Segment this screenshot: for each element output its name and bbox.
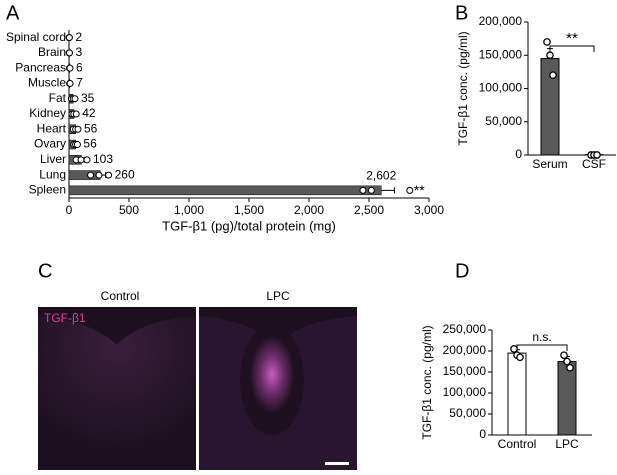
category-label: Pancreas: [15, 60, 66, 74]
data-point: [549, 71, 557, 80]
category-label: Spinal cord: [6, 30, 66, 44]
value-label: 2,602: [366, 169, 396, 183]
y-tick-label: 0: [515, 147, 522, 161]
x-tick-label: 3,000: [414, 203, 444, 217]
category-label: Brain: [38, 45, 66, 59]
panel-letter: C: [38, 260, 52, 282]
image-label: Control: [101, 289, 140, 303]
x-tick-label: 0: [66, 203, 73, 217]
y-tick-label: 0: [479, 427, 486, 441]
value-label: 42: [82, 106, 96, 120]
annotation: **: [566, 30, 578, 47]
data-point: [516, 353, 524, 362]
x-tick-label: CSF: [582, 157, 606, 171]
y-axis-label: TGF-β1 conc. (pg/ml): [420, 325, 434, 439]
category-label: Spleen: [29, 183, 66, 197]
x-tick-label: Control: [498, 437, 537, 451]
bar: [557, 361, 577, 436]
y-tick-label: 100,000: [443, 385, 487, 399]
significance-bracket: [549, 45, 595, 52]
annotation: n.s.: [532, 330, 551, 344]
panel-letter: D: [455, 260, 469, 282]
tissue: [38, 316, 196, 470]
category-label: Liver: [40, 152, 66, 166]
category-label: Kidney: [29, 106, 66, 120]
data-point: [65, 34, 73, 42]
data-point: [543, 38, 551, 46]
x-tick-label: 500: [119, 203, 139, 217]
x-axis-label: TGF-β1 (pg)/total protein (mg): [162, 218, 336, 233]
data-point: [71, 95, 79, 103]
data-point: [87, 171, 95, 179]
x-tick-label: 1,500: [234, 203, 264, 217]
data-point: [546, 51, 554, 60]
category-label: Muscle: [28, 76, 66, 90]
value-label: 56: [84, 121, 98, 135]
data-point: [560, 351, 568, 360]
y-axis-label: TGF-β1 conc. (pg/ml): [456, 31, 470, 145]
y-tick-label: 200,000: [443, 343, 487, 357]
x-tick-label: 2,500: [354, 203, 384, 217]
panel-letter: B: [455, 2, 468, 24]
data-point: [66, 79, 74, 87]
data-point: [74, 125, 82, 133]
data-point: [406, 186, 414, 194]
bar: [68, 185, 382, 196]
data-point: [66, 64, 74, 72]
data-point: [367, 186, 375, 194]
x-tick-label: 2,000: [294, 203, 324, 217]
stain-label: TGF-β1: [44, 311, 86, 325]
category-label: Heart: [37, 121, 67, 135]
data-point: [105, 171, 113, 179]
image-label: LPC: [266, 289, 290, 303]
y-tick-label: 150,000: [479, 47, 523, 61]
x-tick-label: Serum: [532, 157, 567, 171]
category-label: Ovary: [34, 137, 66, 151]
y-tick-label: 50,000: [485, 114, 522, 128]
micrographs: Control LPC TGF-β1: [38, 289, 357, 470]
x-tick-label: LPC: [555, 437, 579, 451]
data-point: [72, 110, 80, 118]
bar: [507, 352, 527, 436]
y-tick-label: 50,000: [449, 406, 486, 420]
data-point: [563, 357, 571, 366]
panel-letter: A: [6, 2, 20, 24]
category-label: Fat: [49, 91, 67, 105]
data-point: [593, 151, 601, 159]
value-label: 103: [93, 152, 113, 166]
data-point: [510, 345, 518, 353]
significance-bracket: [516, 344, 568, 351]
category-label: Lung: [39, 167, 66, 181]
y-tick-label: 250,000: [443, 322, 487, 336]
data-point: [359, 186, 367, 194]
value-label: 56: [83, 137, 97, 151]
scale-bar: [325, 462, 349, 465]
value-label: 260: [115, 167, 135, 181]
value-label: 2: [75, 30, 82, 44]
data-point: [95, 171, 103, 179]
lesion: [240, 325, 304, 435]
x-tick-label: 1,000: [174, 203, 204, 217]
y-tick-label: 150,000: [443, 364, 487, 378]
y-tick-label: 200,000: [479, 14, 523, 28]
data-point: [65, 49, 73, 57]
value-label: 3: [75, 45, 82, 59]
data-point: [73, 141, 81, 149]
data-point: [566, 363, 574, 372]
value-label: 35: [81, 91, 95, 105]
value-label: 7: [76, 76, 83, 90]
y-tick-label: 100,000: [479, 81, 523, 95]
data-point: [83, 156, 91, 164]
data-point: [77, 156, 85, 164]
annotation: **: [414, 182, 425, 198]
value-label: 6: [76, 60, 83, 74]
